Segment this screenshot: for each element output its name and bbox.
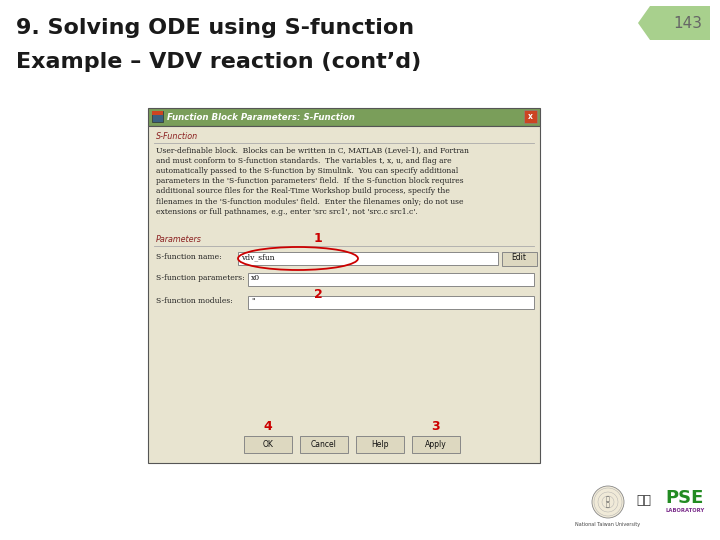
FancyBboxPatch shape [148,108,540,126]
Text: Function Block Parameters: S-Function: Function Block Parameters: S-Function [167,112,355,122]
Text: S-function modules:: S-function modules: [156,297,233,305]
FancyBboxPatch shape [238,252,498,265]
Text: 李張: 李張 [636,494,652,507]
Bar [152,111,163,122]
FancyBboxPatch shape [412,436,460,453]
FancyBboxPatch shape [524,110,537,123]
Text: Apply: Apply [425,440,447,449]
Text: 2: 2 [314,287,323,300]
Text: Example – VDV reaction (cont’d): Example – VDV reaction (cont’d) [16,52,421,72]
Text: x0: x0 [251,274,260,282]
FancyBboxPatch shape [248,273,534,286]
Text: ": " [251,297,254,305]
Bar [152,111,163,115]
FancyBboxPatch shape [502,252,536,266]
Text: x: x [528,112,533,121]
Text: Help: Help [372,440,389,449]
Text: S-function name:: S-function name: [156,253,222,261]
FancyBboxPatch shape [248,296,534,309]
Text: OK: OK [263,440,274,449]
Text: 143: 143 [673,16,702,30]
FancyBboxPatch shape [148,126,540,463]
Text: 1: 1 [314,232,323,245]
Text: Parameters: Parameters [156,235,202,244]
Text: National Taiwan University: National Taiwan University [575,522,641,527]
Text: PSE: PSE [666,489,704,507]
Text: 臺
大: 臺 大 [606,496,610,508]
FancyBboxPatch shape [300,436,348,453]
Text: 3: 3 [432,420,441,433]
Circle shape [592,486,624,518]
FancyBboxPatch shape [244,436,292,453]
Text: S-function parameters:: S-function parameters: [156,274,245,282]
Text: 4: 4 [264,420,272,433]
Text: S-Function: S-Function [156,132,198,141]
Text: vdv_sfun: vdv_sfun [241,253,274,261]
Polygon shape [638,6,710,40]
Text: LABORATORY: LABORATORY [665,509,705,514]
Text: Cancel: Cancel [311,440,337,449]
Text: 9. Solving ODE using S-function: 9. Solving ODE using S-function [16,18,414,38]
Text: Edit: Edit [511,253,526,262]
FancyBboxPatch shape [356,436,404,453]
Text: User-definable block.  Blocks can be written in C, MATLAB (Level-1), and Fortran: User-definable block. Blocks can be writ… [156,147,469,215]
